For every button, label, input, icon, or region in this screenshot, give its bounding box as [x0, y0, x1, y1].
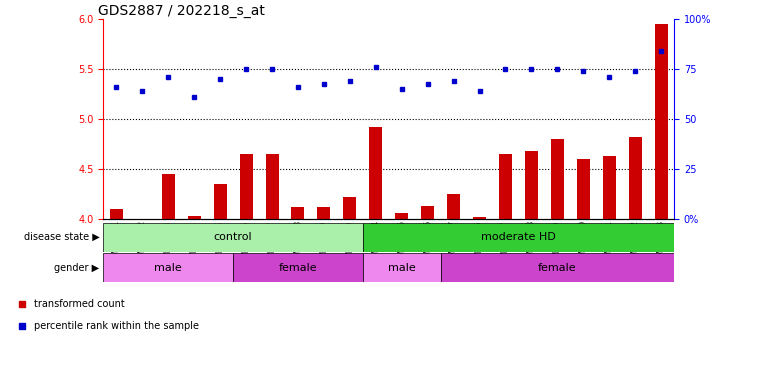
Text: male: male [155, 263, 182, 273]
Bar [629, 137, 642, 219]
Text: moderate HD: moderate HD [481, 232, 556, 242]
Bar [266, 154, 279, 219]
Bar [363, 223, 674, 252]
Bar [317, 207, 330, 219]
Bar [473, 217, 486, 219]
Text: male: male [388, 263, 416, 273]
Bar [369, 127, 382, 219]
Bar [395, 213, 408, 219]
Bar [440, 253, 674, 282]
Text: transformed count: transformed count [34, 299, 124, 309]
Bar [603, 156, 616, 219]
Bar [525, 151, 538, 219]
Bar [655, 24, 668, 219]
Bar [363, 253, 440, 282]
Bar [110, 209, 123, 219]
Bar [421, 206, 434, 219]
Text: female: female [538, 263, 577, 273]
Bar [162, 174, 175, 219]
Bar [292, 207, 304, 219]
Bar [103, 253, 233, 282]
Bar [577, 159, 590, 219]
Bar [233, 253, 363, 282]
Bar [103, 223, 363, 252]
Bar [447, 194, 460, 219]
Bar [499, 154, 512, 219]
Bar [240, 154, 253, 219]
Bar [214, 184, 227, 219]
Text: female: female [279, 263, 317, 273]
Text: GDS2887 / 202218_s_at: GDS2887 / 202218_s_at [98, 4, 264, 18]
Text: control: control [214, 232, 253, 242]
Text: disease state ▶: disease state ▶ [24, 232, 100, 242]
Text: gender ▶: gender ▶ [54, 263, 100, 273]
Bar [551, 139, 564, 219]
Text: percentile rank within the sample: percentile rank within the sample [34, 321, 198, 331]
Bar [343, 197, 356, 219]
Bar [188, 216, 201, 219]
